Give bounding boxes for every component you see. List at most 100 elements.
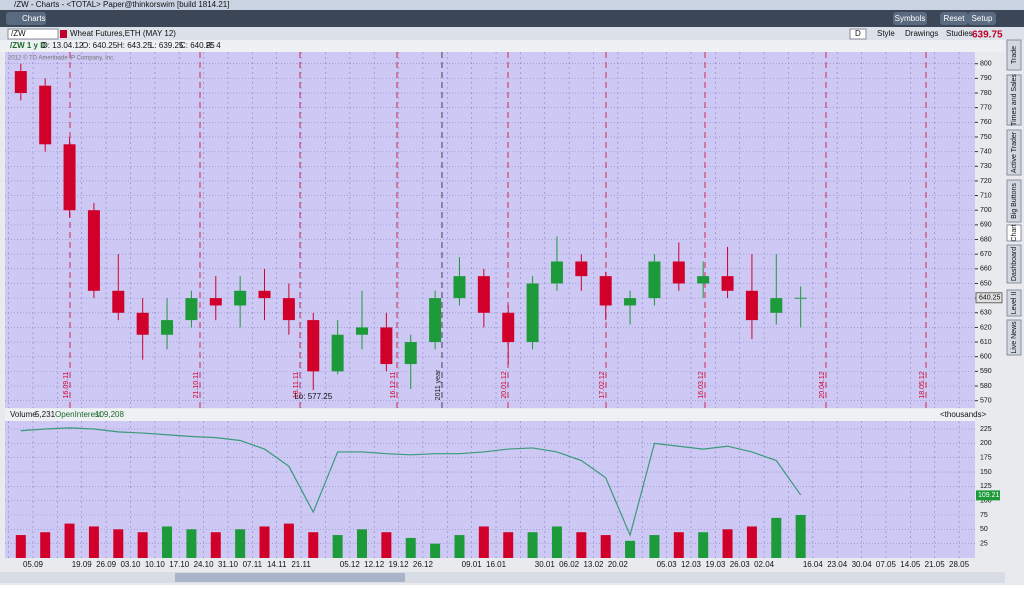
- info-field: L: 639.25: [150, 41, 184, 50]
- tool[interactable]: Style: [877, 29, 895, 38]
- tool[interactable]: Studies: [946, 29, 973, 38]
- volume-bar: [15, 535, 26, 558]
- window-title: /ZW - Charts - <TOTAL> Paper@thinkorswim…: [14, 0, 229, 9]
- volume-bar: [625, 540, 636, 558]
- volume-bar: [478, 526, 489, 558]
- aggregation-button[interactable]: [849, 28, 867, 40]
- y-tick-label: 610: [980, 339, 992, 346]
- button[interactable]: [968, 12, 996, 25]
- info-field: O: 640.25: [82, 41, 118, 50]
- y-tick-label: 800: [980, 61, 992, 68]
- candle-body: [355, 327, 368, 335]
- side-tab-label: Active Trader: [1011, 131, 1018, 173]
- candle-body: [453, 276, 466, 299]
- low-annotation: Lo: 577.25: [294, 392, 332, 401]
- candle-body: [429, 298, 442, 343]
- volume-bar: [332, 535, 343, 558]
- x-tick-label: 26.12: [413, 560, 434, 569]
- volume-bar: [64, 523, 75, 558]
- event-label: 18.11.11: [293, 372, 300, 398]
- side-tab[interactable]: [1006, 224, 1022, 242]
- side-tab-label: Trade: [1011, 46, 1018, 64]
- y-tick-label: 700: [980, 207, 992, 214]
- x-tick-label: 12.12: [364, 560, 385, 569]
- y-tick-label: 200: [980, 440, 992, 447]
- side-tab[interactable]: [1006, 74, 1022, 126]
- x-tick-label: 06.02: [559, 560, 580, 569]
- candle-body: [599, 276, 612, 306]
- aggregation: D: [855, 29, 861, 38]
- side-tab[interactable]: [1006, 319, 1022, 356]
- volume-bar: [430, 543, 441, 558]
- x-tick-label: 05.12: [340, 560, 361, 569]
- candle-body: [14, 71, 27, 94]
- tab[interactable]: [6, 12, 46, 25]
- x-tick-label: 24.10: [194, 560, 215, 569]
- x-tick-label: 28.05: [949, 560, 970, 569]
- scroll-thumb[interactable]: [175, 573, 405, 582]
- title-bar: [0, 0, 1024, 10]
- volume-bar: [576, 532, 587, 558]
- side-tab[interactable]: [1006, 289, 1022, 317]
- side-tab[interactable]: [1006, 129, 1022, 176]
- y-tick-label: 750: [980, 134, 992, 141]
- y-tick-label: 740: [980, 148, 992, 155]
- tool[interactable]: Drawings: [905, 29, 938, 38]
- info-field: H: 643.25: [117, 41, 152, 50]
- x-tick-label: 19.09: [72, 560, 93, 569]
- x-tick-label: 13.02: [583, 560, 604, 569]
- volume-bar: [283, 523, 294, 558]
- oi-label-box: [976, 490, 1000, 501]
- x-tick-label: 26.09: [96, 560, 117, 569]
- button[interactable]: [940, 12, 968, 25]
- volume-bar: [527, 532, 538, 558]
- y-tick-label: 780: [980, 90, 992, 97]
- candle-body: [63, 144, 76, 211]
- volume-header-label: <thousands>: [940, 410, 987, 419]
- side-tab-label: Live News: [1011, 321, 1018, 354]
- event-label: 17.02.12: [599, 371, 606, 398]
- candle-body: [185, 298, 198, 321]
- x-tick-label: 10.10: [145, 560, 166, 569]
- y-tick-label: 690: [980, 222, 992, 229]
- last-price-box: [975, 292, 1003, 304]
- button-label: Setup: [972, 14, 993, 23]
- event-label: 20.01.12: [501, 371, 508, 398]
- info-bar: [0, 40, 1005, 52]
- y-tick-label: 760: [980, 119, 992, 126]
- volume-bar: [405, 537, 416, 558]
- x-tick-label: 16.01: [486, 560, 507, 569]
- side-tab[interactable]: [1006, 244, 1022, 284]
- volume-bar: [771, 517, 782, 558]
- volume-bar: [308, 532, 319, 558]
- y-tick-label: 225: [980, 426, 992, 433]
- x-tick-label: 12.03: [681, 560, 702, 569]
- candle-body: [209, 298, 222, 306]
- x-tick-label: 21.05: [925, 560, 946, 569]
- open-interest-line: [20, 427, 802, 537]
- tab-label: Charts: [22, 14, 46, 23]
- event-label: 18.05.12: [919, 371, 926, 398]
- candle-body: [526, 283, 539, 343]
- volume-bar: [698, 532, 709, 558]
- side-tab[interactable]: [1006, 39, 1022, 71]
- volume-bar: [235, 529, 246, 558]
- side-tab[interactable]: [1006, 179, 1022, 223]
- candle-body: [477, 276, 490, 313]
- x-tick-label: 14.11: [267, 560, 287, 569]
- y-tick-label: 680: [980, 236, 992, 243]
- symbol-input[interactable]: [7, 28, 59, 40]
- info-field: R: 4: [206, 41, 221, 50]
- button[interactable]: [893, 12, 927, 25]
- x-tick-label: 23.04: [827, 560, 848, 569]
- y-tick-label: 720: [980, 178, 992, 185]
- volume-bar: [113, 529, 124, 558]
- y-tick-label: 670: [980, 251, 992, 258]
- side-tab-label: Level II: [1011, 292, 1018, 315]
- x-tick-label: 07.05: [876, 560, 897, 569]
- event-label: 20.04.12: [819, 371, 826, 398]
- x-tick-label: 14.05: [900, 560, 921, 569]
- candle-body: [575, 261, 588, 277]
- scrollbar[interactable]: [0, 572, 1005, 583]
- price-panel: [5, 52, 975, 408]
